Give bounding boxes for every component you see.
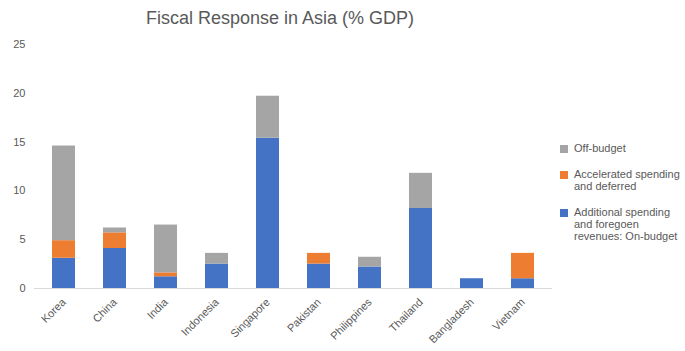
svg-text:20: 20 bbox=[13, 87, 25, 99]
svg-text:Korea: Korea bbox=[39, 295, 69, 325]
svg-text:Pakistan: Pakistan bbox=[285, 296, 323, 334]
html-text:Off-budget: Off-budget bbox=[574, 142, 626, 154]
svg-text:India: India bbox=[145, 295, 171, 321]
svg-text:China: China bbox=[90, 295, 119, 324]
svg-text:25: 25 bbox=[13, 38, 25, 50]
svg-text:0: 0 bbox=[19, 282, 25, 294]
svg-text:Singapore: Singapore bbox=[228, 296, 272, 340]
svg-text:Indonesia: Indonesia bbox=[179, 295, 222, 338]
html-text:Accelerated spending and defer: Accelerated spending and deferred bbox=[574, 168, 680, 192]
svg-text:5: 5 bbox=[19, 233, 25, 245]
svg-text:Vietnam: Vietnam bbox=[490, 296, 527, 333]
html-text:Additional spending and forego: Additional spending and foregoen revenue… bbox=[574, 206, 678, 242]
svg-text:Bangladesh: Bangladesh bbox=[426, 296, 476, 346]
html-text:Fiscal Response in Asia (% GDP: Fiscal Response in Asia (% GDP) bbox=[146, 8, 414, 28]
svg-text:15: 15 bbox=[13, 136, 25, 148]
svg-text:10: 10 bbox=[13, 184, 25, 196]
svg-text:Thailand: Thailand bbox=[387, 296, 425, 334]
svg-text:Philippines: Philippines bbox=[328, 295, 374, 341]
